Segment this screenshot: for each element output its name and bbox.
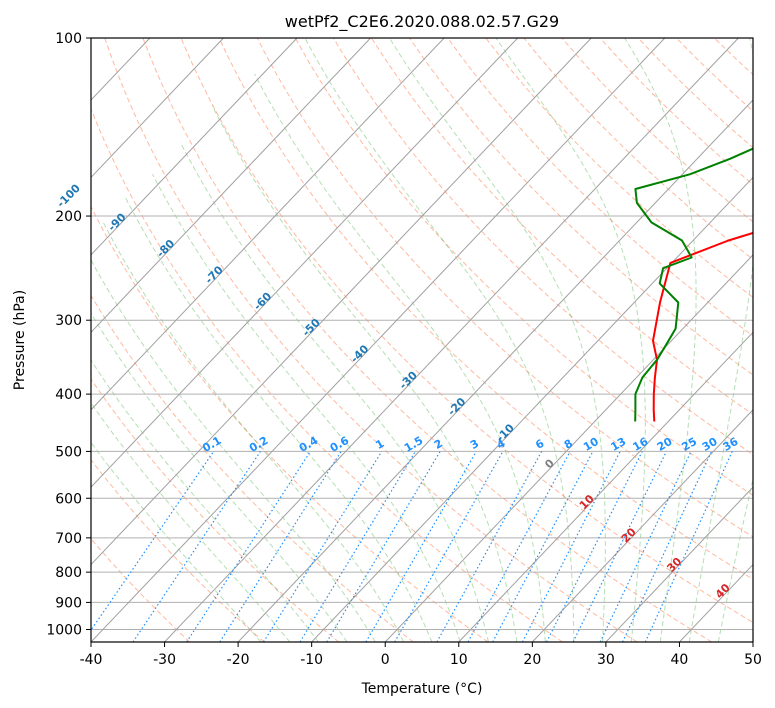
y-tick-label: 800 [55, 565, 82, 581]
mixing-ratio-line [572, 451, 667, 642]
dry-adiabat-line [218, 38, 753, 580]
y-tick-label: 400 [55, 387, 82, 403]
x-tick-label: 10 [450, 652, 468, 668]
isotherm-line [91, 38, 519, 488]
y-tick-label: 600 [55, 491, 82, 507]
moist-adiabat-line [91, 258, 376, 642]
mixing-ratio-line [186, 451, 311, 642]
isotherm-line [91, 38, 371, 334]
x-axis: -40 -30 -20 -10 0 10 20 30 40 50 [80, 642, 762, 668]
mixing-ratio-line [436, 451, 543, 642]
moist-adiabat-line [91, 441, 262, 642]
moist-adiabat-line [124, 195, 433, 642]
isotherm-line [458, 331, 753, 642]
dry-adiabat-line [371, 38, 753, 415]
plot-frame [90, 37, 754, 643]
mixing-ratio-line [467, 451, 571, 642]
x-tick-label: 40 [671, 652, 689, 668]
profile-series [634, 147, 753, 422]
x-tick-label: -10 [300, 652, 323, 668]
y-axis: 100 200 300 400 500 600 700 800 900 1000 [46, 31, 91, 638]
mixing-ratio-line [394, 451, 504, 642]
plot-area [91, 38, 753, 642]
dry-adiabat-line [91, 205, 489, 642]
isotherm-line [91, 38, 224, 179]
isotherms [91, 38, 753, 642]
dewpoint-profile-line [634, 147, 753, 422]
moist-adiabat-line [211, 105, 518, 642]
dry-adiabat-line [91, 107, 563, 642]
moist-adiabat-line [717, 476, 753, 642]
mixing-ratio-line [299, 451, 416, 642]
moist-adiabat-line [91, 312, 348, 642]
dry-adiabats [91, 38, 753, 642]
moist-adiabat-line [624, 38, 697, 642]
y-axis-title: Pressure (hPa) [12, 290, 28, 390]
mixing-ratio-lines [91, 451, 733, 642]
moist-adiabat-line [388, 38, 606, 642]
isotherm-line [91, 38, 592, 566]
dry-adiabat-line [294, 38, 753, 496]
mixing-ratio-line [263, 451, 383, 642]
x-tick-label: -20 [227, 652, 250, 668]
mixing-ratio-line [365, 451, 477, 642]
x-tick-label: -40 [80, 652, 103, 668]
x-tick-label: 0 [381, 652, 390, 668]
mixing-ratio-line [644, 451, 733, 642]
moist-adiabat-line [102, 222, 405, 642]
mixing-ratio-line [91, 451, 215, 632]
dry-adiabat-line [485, 38, 753, 298]
isotherm-line [237, 99, 753, 642]
x-axis-title: Temperature (°C) [361, 681, 483, 697]
isotherm-line [91, 38, 445, 411]
dry-adiabat-line [180, 38, 753, 623]
moist-adiabat-line [304, 38, 575, 642]
dry-adiabat-line [104, 38, 638, 642]
dry-adiabat-line [91, 294, 414, 642]
moist-adiabat-line [688, 38, 753, 642]
y-tick-label: 500 [55, 444, 82, 460]
dry-adiabat-line [91, 459, 265, 642]
y-tick-label: 1000 [46, 622, 82, 638]
x-tick-label: 50 [744, 652, 762, 668]
chart-title: wetPf2_C2E6.2020.088.02.57.G29 [285, 12, 559, 32]
y-tick-label: 700 [55, 531, 82, 547]
moist-adiabat-line [91, 359, 319, 642]
y-tick-label: 900 [55, 595, 82, 611]
moist-adiabat-line [91, 402, 291, 642]
y-tick-label: 300 [55, 313, 82, 329]
mixing-ratio-line [326, 451, 441, 642]
isotherm-line [91, 38, 666, 642]
dry-adiabat-line [409, 38, 753, 376]
isotherm-line [531, 408, 753, 642]
dry-adiabat-line [599, 38, 753, 186]
y-tick-label: 100 [55, 31, 82, 47]
dry-adiabat-line [256, 38, 753, 538]
moist-adiabat-line [152, 174, 461, 642]
x-tick-label: -30 [153, 652, 176, 668]
dry-adiabat-line [91, 537, 191, 642]
isotherm-line [605, 486, 753, 642]
y-tick-label: 200 [55, 209, 82, 225]
isotherm-line [311, 176, 753, 642]
isotherm-line [164, 38, 739, 642]
mixing-ratio-line [622, 451, 713, 642]
moist-adiabat-line [495, 38, 646, 642]
x-tick-label: 30 [597, 652, 615, 668]
x-tick-label: 20 [523, 652, 541, 668]
temperature-profile-line [652, 231, 753, 422]
isotherm-line [384, 254, 753, 642]
dry-adiabat-line [523, 38, 753, 260]
mixing-ratio-line [219, 451, 342, 642]
isotherm-line [91, 38, 298, 256]
